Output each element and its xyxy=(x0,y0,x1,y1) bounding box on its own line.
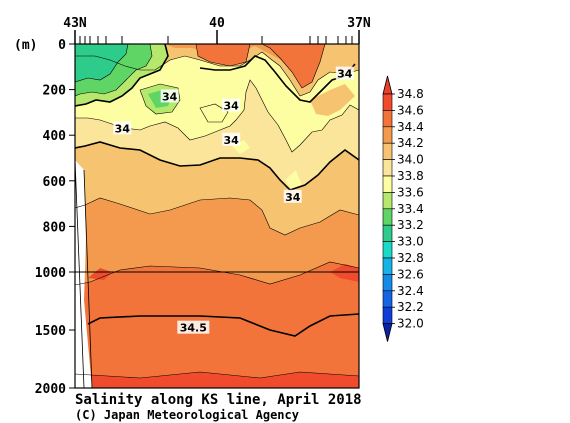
x-tick-label: 40 xyxy=(209,16,225,31)
colorbar-swatch xyxy=(382,93,393,111)
contour-thin-6 xyxy=(75,44,153,97)
colorbar-swatch xyxy=(382,126,393,144)
contour-label: 34 xyxy=(337,68,353,81)
colorbar-swatch xyxy=(382,142,393,160)
colorbar-swatch xyxy=(382,208,393,226)
contour-label-bg xyxy=(335,66,354,80)
band-33-0 xyxy=(75,44,128,82)
colorbar-label: 33.2 xyxy=(397,218,424,232)
station-ticks xyxy=(79,36,353,44)
contour-thin-9 xyxy=(195,44,251,67)
missing-data-line-2 xyxy=(83,169,93,389)
y-tick-label: 800 xyxy=(43,220,67,235)
contour-thin-4 xyxy=(75,51,359,97)
band-34-6-low xyxy=(88,268,112,280)
colorbar-swatch xyxy=(382,110,393,128)
contour-thin-2 xyxy=(75,197,359,236)
contour-label-bg xyxy=(283,189,302,203)
contour-label: 34 xyxy=(115,122,131,135)
colorbar-label: 33.6 xyxy=(397,185,424,199)
contour-label: 34 xyxy=(285,191,301,204)
colorbar-swatch xyxy=(382,224,393,242)
contour-label: 34.5 xyxy=(180,322,207,335)
y-tick-label: 600 xyxy=(43,175,67,190)
colorbar-swatch xyxy=(382,274,393,292)
contour-label: 34 xyxy=(224,134,240,147)
contour-label: 34 xyxy=(162,90,178,103)
y-axis-unit: (m) xyxy=(14,38,37,53)
x-tick-label: 37N xyxy=(347,16,371,31)
contour-label: 34 xyxy=(224,100,240,113)
missing-data-wedge xyxy=(75,160,92,388)
band-34-6-upper xyxy=(262,44,325,88)
contour-label-bg xyxy=(222,98,241,112)
colorbar-label: 32.0 xyxy=(397,317,424,331)
y-tick-label: 200 xyxy=(43,84,67,99)
y-axis-ticks: 0 200 400 600 800 1000 1500 2000 xyxy=(35,38,75,397)
contour-labels: 34 34 34 34 34 34 34.5 xyxy=(113,66,354,335)
colorbar-label: 33.4 xyxy=(397,202,424,216)
colorbar-swatch xyxy=(382,306,393,324)
y-tick-label: 2000 xyxy=(35,382,66,397)
contour-thick-34-5 xyxy=(87,313,359,337)
y-tick-label: 0 xyxy=(58,38,66,53)
x-tick-label: 43N xyxy=(63,16,87,31)
y-tick-label: 1000 xyxy=(35,266,66,281)
contour-thick-34-upper xyxy=(75,44,169,107)
colorbar-swatch xyxy=(382,159,393,177)
colorbar: 34.8 34.6 34.4 34.2 34.0 33.8 33.6 33.4 33.2 33.0… xyxy=(382,75,424,342)
colorbar-label: 32.8 xyxy=(397,251,424,265)
band-34-2-under xyxy=(310,84,355,116)
x-axis-ticks: 43N 40 37N xyxy=(63,16,371,44)
colorbar-swatch xyxy=(382,290,393,308)
band-34-0-patch xyxy=(200,104,228,122)
contour-thin-11 xyxy=(75,371,359,379)
band-34-0-deep xyxy=(285,170,302,190)
colorbar-label: 33.0 xyxy=(397,235,424,249)
y-tick-label: 400 xyxy=(43,129,67,144)
band-34-6-topleft xyxy=(196,44,250,66)
colorbar-swatch xyxy=(382,192,393,210)
band-34-6-deep xyxy=(75,372,359,388)
band-34-0-patch-2 xyxy=(232,140,250,154)
missing-data-line-1 xyxy=(74,159,85,389)
colorbar-label: 34.4 xyxy=(397,120,424,134)
contour-label-bg xyxy=(160,89,179,103)
colorbar-label: 34.0 xyxy=(397,153,424,167)
colorbar-arrow-bottom xyxy=(382,323,393,342)
colorbar-label: 32.6 xyxy=(397,267,424,281)
contour-label-bg xyxy=(113,121,132,135)
colorbar-label: 33.8 xyxy=(397,169,424,183)
contour-thin-10 xyxy=(199,103,229,123)
colorbar-label: 34.2 xyxy=(397,136,424,150)
colorbar-label: 34.8 xyxy=(397,87,424,101)
contour-thin-3 xyxy=(75,79,359,153)
missing-data-edge xyxy=(74,159,93,389)
y-tick-label: 1500 xyxy=(35,324,66,339)
band-33-0-patch xyxy=(95,44,114,60)
contour-thick-34-right xyxy=(199,55,356,103)
colorbar-arrow-top xyxy=(382,75,393,95)
colorbar-swatch xyxy=(382,257,393,275)
colorbar-label: 32.2 xyxy=(397,300,424,314)
contour-thin-8 xyxy=(261,44,326,89)
colorbar-label: 32.4 xyxy=(397,284,424,298)
colorbar-swatch xyxy=(382,175,393,193)
colorbar-label: 34.6 xyxy=(397,103,424,117)
contour-label-bg xyxy=(222,132,241,146)
credit-text: (C) Japan Meteorological Agency xyxy=(75,408,299,422)
contour-thin-5 xyxy=(75,44,129,83)
contour-thick-34 xyxy=(75,141,359,191)
contour-thin-7 xyxy=(139,83,181,115)
band-34-6-mid xyxy=(330,264,359,282)
chart-title: Salinity along KS line, April 2018 xyxy=(75,392,362,408)
contour-label-bg xyxy=(177,320,210,334)
colorbar-swatch xyxy=(382,241,393,259)
